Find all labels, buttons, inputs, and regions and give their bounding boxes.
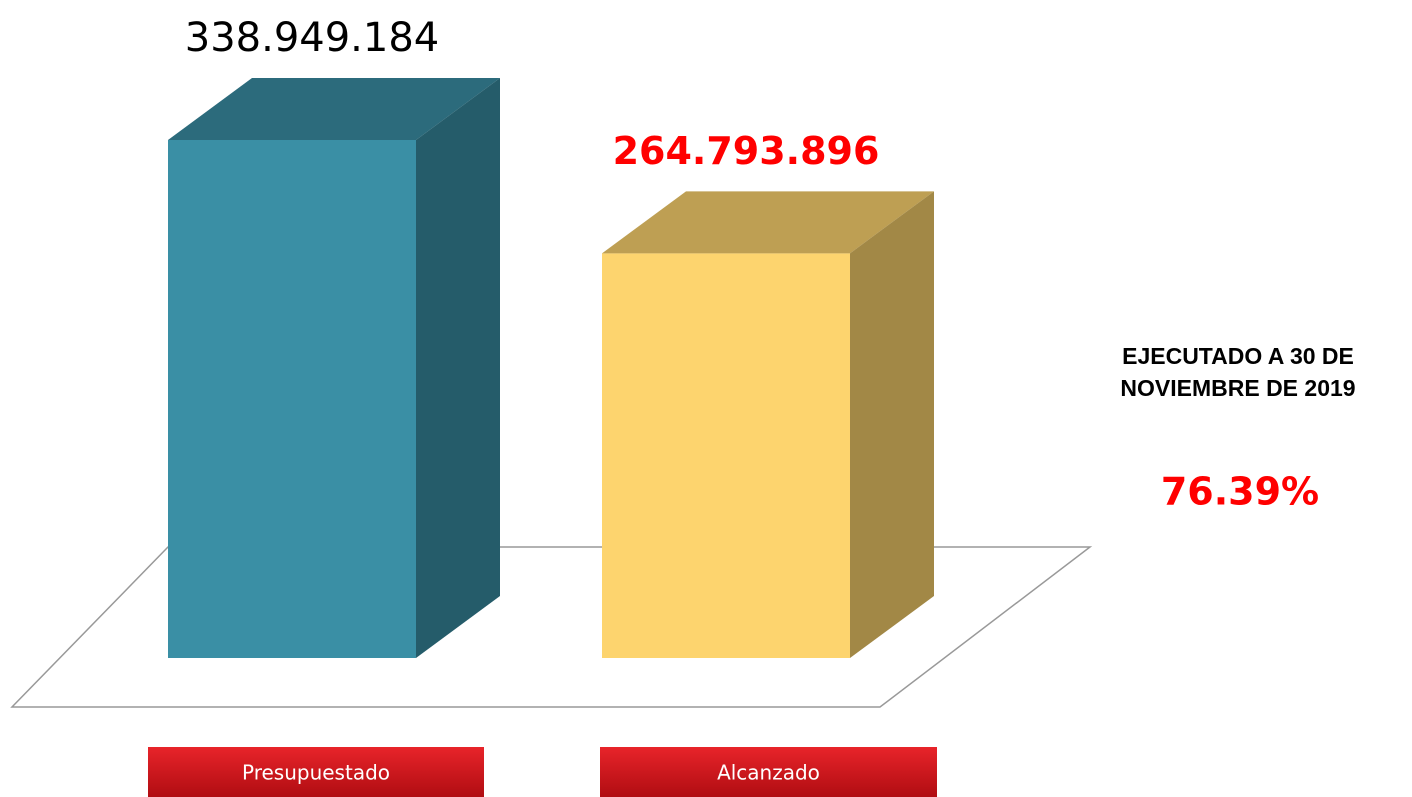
category-button — [600, 747, 937, 797]
annotation: EJECUTADO A 30 DE — [1122, 343, 1354, 369]
annotation: 76.39% — [1161, 470, 1319, 514]
x-tick-label: Alcanzado — [717, 761, 820, 785]
bar — [602, 191, 934, 659]
bar — [168, 78, 500, 658]
value-label: 264.793.896 — [613, 129, 880, 173]
bar-top — [168, 78, 500, 140]
bar-front — [602, 253, 850, 659]
bar-front — [168, 140, 416, 658]
category-button — [148, 747, 484, 797]
bar-side — [850, 191, 934, 659]
bar-side — [416, 78, 500, 658]
value-label: 338.949.184 — [185, 15, 439, 61]
x-tick-label: Presupuestado — [242, 761, 390, 785]
bar-top — [602, 191, 934, 254]
annotation: NOVIEMBRE DE 2019 — [1120, 375, 1355, 401]
